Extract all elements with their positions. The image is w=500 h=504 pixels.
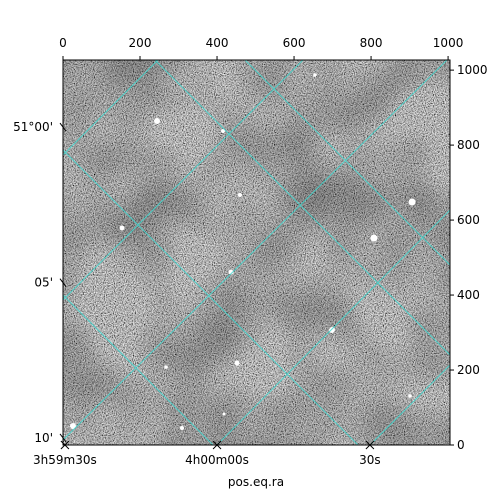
x-tick-label: 0 [59,36,67,50]
coordinate-grid [63,60,450,445]
grid-line [369,364,450,445]
grid-line [63,294,214,445]
y-tick-label: 200 [457,363,480,377]
dec-tick [59,122,67,132]
ra-tick-label: 30s [359,453,381,467]
x-axis-label: pos.eq.ra [228,475,284,489]
ra-tick [365,440,375,450]
grid-line [244,60,450,266]
y-tick-label: 600 [457,213,480,227]
y-tick-label: 800 [457,138,480,152]
dec-tick-label: 05' [34,276,53,290]
grid-line [63,60,448,441]
x-tick-label: 200 [129,36,152,50]
plot-frame [62,59,451,446]
y-tick-label: 0 [457,438,465,452]
dec-tick-label: 51°00' [13,120,53,134]
dec-tick-label: 10' [34,431,53,445]
grid-line [154,60,450,356]
grid-line [216,209,450,445]
x-tick-label: 400 [206,36,229,50]
ra-tick [212,440,222,450]
grid-line [63,60,304,301]
grid-line [63,60,159,156]
ra-tick-label: 3h59m30s [33,453,97,467]
x-tick-label: 800 [360,36,383,50]
dec-tick [59,433,67,443]
x-tick-label: 1000 [433,36,464,50]
x-tick-label: 600 [283,36,306,50]
y-tick-label: 400 [457,288,480,302]
ra-tick [60,440,70,450]
ra-tick-label: 4h00m00s [185,453,249,467]
stars [70,73,416,430]
sky-image [63,60,450,445]
y-tick-label: 1000 [457,63,488,77]
grid-line [63,149,359,445]
dec-tick [59,278,67,287]
